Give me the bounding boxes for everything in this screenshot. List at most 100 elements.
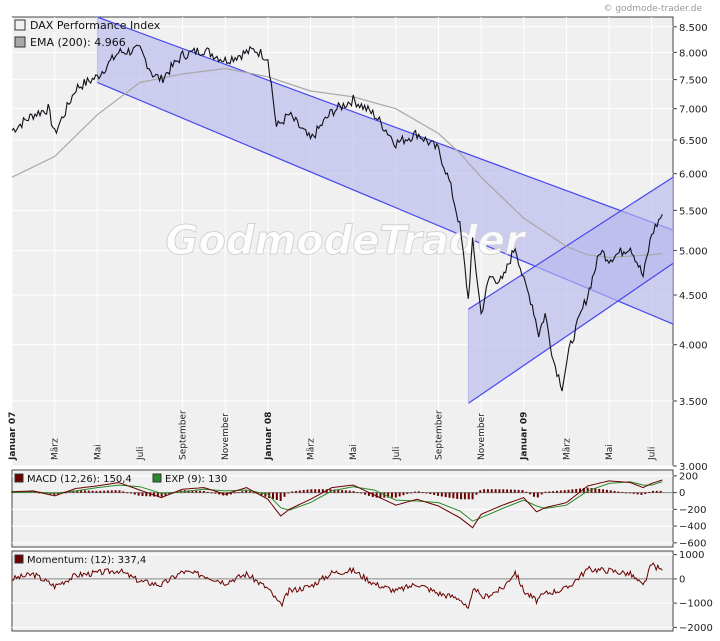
macd-histogram-bar [425,492,428,494]
macd-histogram-bar [636,492,639,495]
macd-histogram-bar [233,492,236,494]
macd-gridlines [12,475,673,544]
macd-histogram-bar [536,492,539,498]
macd-histogram-bar [467,492,470,500]
macd-histogram-bar [337,489,340,493]
macd-histogram-bar [586,487,589,493]
macd-histogram-bar [509,489,512,493]
macd-histogram [11,487,662,501]
ema-200-line [11,67,663,259]
price-x-tick-label: Januar 09 [520,412,530,461]
macd-histogram-bar [617,491,620,493]
price-x-tick-label: Juli [392,447,402,461]
macd-histogram-bar [214,492,217,494]
macd-histogram-bar [191,490,194,493]
macd-histogram-bar [406,492,409,495]
macd-histogram-bar [149,492,152,497]
macd-histogram-bar [460,492,463,500]
macd-histogram-bar [237,492,240,494]
trend-channels [96,16,674,404]
macd-legend: MACD (12,26): 150,4 EXP (9): 130 [14,473,227,485]
price-x-tick-label: Januar 08 [264,412,274,461]
macd-histogram-bar [314,489,317,493]
macd-histogram-bar [525,491,528,493]
macd-histogram-bar [283,492,286,497]
macd-histogram-bar [651,490,654,493]
macd-y-tick-label: 0 [679,488,685,499]
macd-histogram-bar [444,492,447,498]
price-x-tick-label: März [51,438,61,460]
macd-histogram-bar [206,491,209,493]
macd-histogram-bar [318,489,321,493]
legend-label-ema: EMA (200): 4.966 [30,36,126,49]
macd-panel: 200 0 −200 −400 −600 MACD (12,26): 150,4 EXP… [11,469,706,549]
macd-histogram-bar [91,490,94,493]
macd-histogram-bar [513,489,516,493]
momentum-panel: 1000 0 −1000 −2000 Momentum: (12): 337,4 [11,550,713,634]
macd-histogram-bar [532,492,535,497]
price-y-tick-label: 4.000 [679,341,708,352]
up-channel-upper-line [467,176,674,310]
legend-swatch-exp [152,473,162,483]
macd-histogram-bar [156,492,159,497]
macd-histogram-bar [348,490,351,493]
macd-histogram-bar [621,492,624,493]
macd-histogram-bar [390,492,393,498]
macd-histogram-bar [625,492,628,494]
macd-histogram-bar [310,489,313,493]
macd-histogram-bar [118,490,121,493]
price-y-tick-label: 5.500 [679,206,708,217]
legend-label-exp: EXP (9): 130 [165,474,227,485]
down-channel-upper-line [97,16,674,231]
macd-histogram-bar [655,490,658,493]
macd-histogram-bar [567,489,570,493]
macd-histogram-bar [410,492,413,494]
macd-histogram-bar [83,490,86,493]
macd-histogram-bar [517,489,520,493]
macd-histogram-bar [575,488,578,493]
macd-y-axis: 200 0 −200 −400 −600 [673,471,706,549]
macd-histogram-bar [106,490,109,493]
macd-histogram-bar [552,491,555,493]
price-x-tick-label: September [179,410,189,460]
macd-histogram-bar [548,491,551,493]
macd-histogram-bar [521,490,524,493]
macd-histogram-bar [502,489,505,493]
macd-histogram-bar [506,489,509,493]
macd-histogram-bar [479,490,482,493]
price-panel: GodmodeTrader 8.500 8.000 7.500 7.000 6.500 6… [8,16,708,473]
macd-histogram-bar [252,492,255,494]
macd-histogram-bar [87,490,90,493]
price-x-tick-label: Januar 07 [8,412,18,461]
macd-histogram-bar [433,492,436,495]
macd-histogram-bar [456,492,459,499]
momentum-gridlines [12,554,673,628]
macd-histogram-bar [291,491,294,493]
macd-histogram-bar [264,492,267,497]
price-y-tick-label: 7.000 [679,105,708,116]
macd-signal-line [11,481,663,522]
up-channel-lower-line [467,262,674,404]
macd-histogram-bar [563,490,566,493]
macd-histogram-bar [279,492,282,501]
macd-y-tick-label: −600 [679,538,706,549]
macd-histogram-bar [271,492,274,499]
macd-histogram-bar [114,490,117,493]
momentum-y-axis: 1000 0 −1000 −2000 [673,550,713,634]
macd-histogram-bar [122,491,125,493]
macd-histogram-bar [640,492,643,495]
macd-histogram-bar [490,489,493,493]
macd-histogram-bar [37,492,40,494]
momentum-panel-frame [11,550,674,632]
macd-histogram-bar [344,490,347,493]
macd-histogram-bar [364,492,367,495]
price-x-tick-label: Mai [349,444,359,460]
legend-label-momentum: Momentum: (12): 337,4 [27,555,146,566]
momentum-y-tick-label: −1000 [679,599,713,610]
macd-histogram-bar [544,491,547,493]
legend-label-dax: DAX Performance Index [30,19,161,32]
macd-histogram-bar [298,490,301,493]
macd-histogram-bar [582,488,585,493]
macd-histogram-bar [556,490,559,493]
